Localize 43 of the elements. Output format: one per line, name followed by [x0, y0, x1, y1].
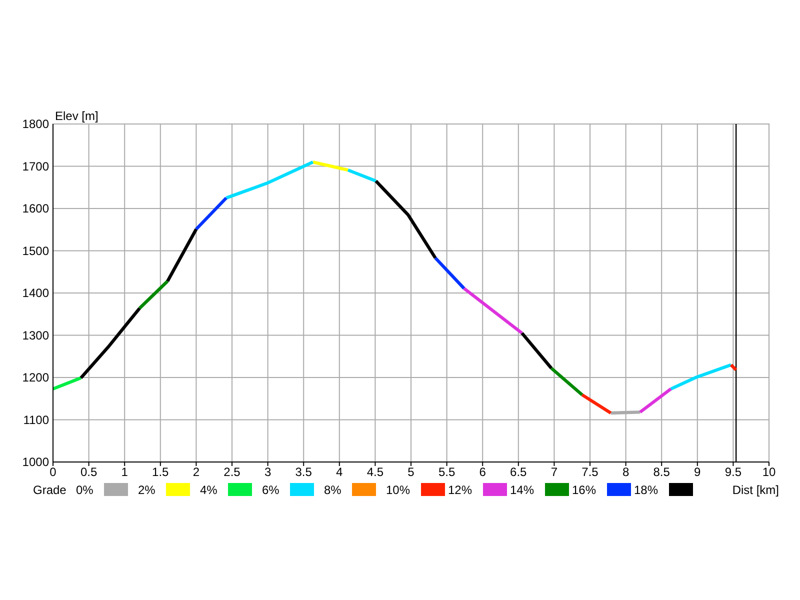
y-tick-label: 1500	[22, 244, 50, 258]
y-tick-label: 1400	[22, 286, 50, 300]
x-tick-label: 2	[192, 465, 200, 479]
x-tick-label: 7	[550, 465, 558, 479]
x-tick-label: 6.5	[510, 465, 528, 479]
legend-label: 6%	[262, 483, 280, 497]
y-tick-label: 1200	[22, 370, 50, 384]
y-tick-label: 1600	[22, 202, 50, 216]
x-tick-label: 7.5	[582, 465, 599, 479]
y-tick-label: 1300	[22, 328, 50, 342]
legend-label: 10%	[386, 483, 410, 497]
y-axis-title: Elev [m]	[55, 109, 98, 123]
x-tick-label: 0.5	[80, 465, 98, 479]
y-tick-label: 1700	[22, 159, 50, 174]
y-tick-label: 1800	[22, 117, 50, 131]
legend-label: 4%	[200, 483, 218, 497]
x-tick-label: 9	[694, 465, 702, 479]
y-tick-label: 1100	[23, 412, 50, 427]
x-tick-label: 8.5	[653, 465, 670, 479]
x-tick-label: 4.5	[366, 465, 384, 479]
x-tick-label: 4	[336, 465, 344, 479]
legend-label: 0%	[76, 483, 94, 497]
legend-label: 16%	[572, 483, 596, 497]
legend-label: 14%	[510, 483, 534, 497]
x-tick-label: 1	[121, 465, 128, 479]
legend-label: 8%	[324, 483, 342, 497]
legend-label: 2%	[138, 483, 156, 497]
x-tick-label: 6	[479, 465, 486, 479]
x-tick-label: 8	[622, 465, 630, 479]
x-tick-label: 3.5	[295, 465, 312, 479]
x-tick-label: 9.5	[724, 465, 742, 479]
x-tick-label: 2.5	[224, 465, 241, 479]
y-tick-label: 1000	[22, 455, 50, 469]
legend-label: 18%	[634, 483, 658, 497]
x-tick-label: 10	[762, 465, 776, 479]
x-tick-label: 5	[408, 465, 415, 479]
x-tick-label: 5.5	[438, 465, 456, 479]
x-tick-label: 1.5	[152, 465, 170, 479]
legend-title: Grade	[33, 483, 67, 497]
x-tick-label: 3	[264, 465, 272, 479]
x-tick-label: 0	[50, 465, 57, 479]
legend-label: 12%	[448, 483, 472, 497]
x-axis-title: Dist [km]	[732, 483, 779, 497]
